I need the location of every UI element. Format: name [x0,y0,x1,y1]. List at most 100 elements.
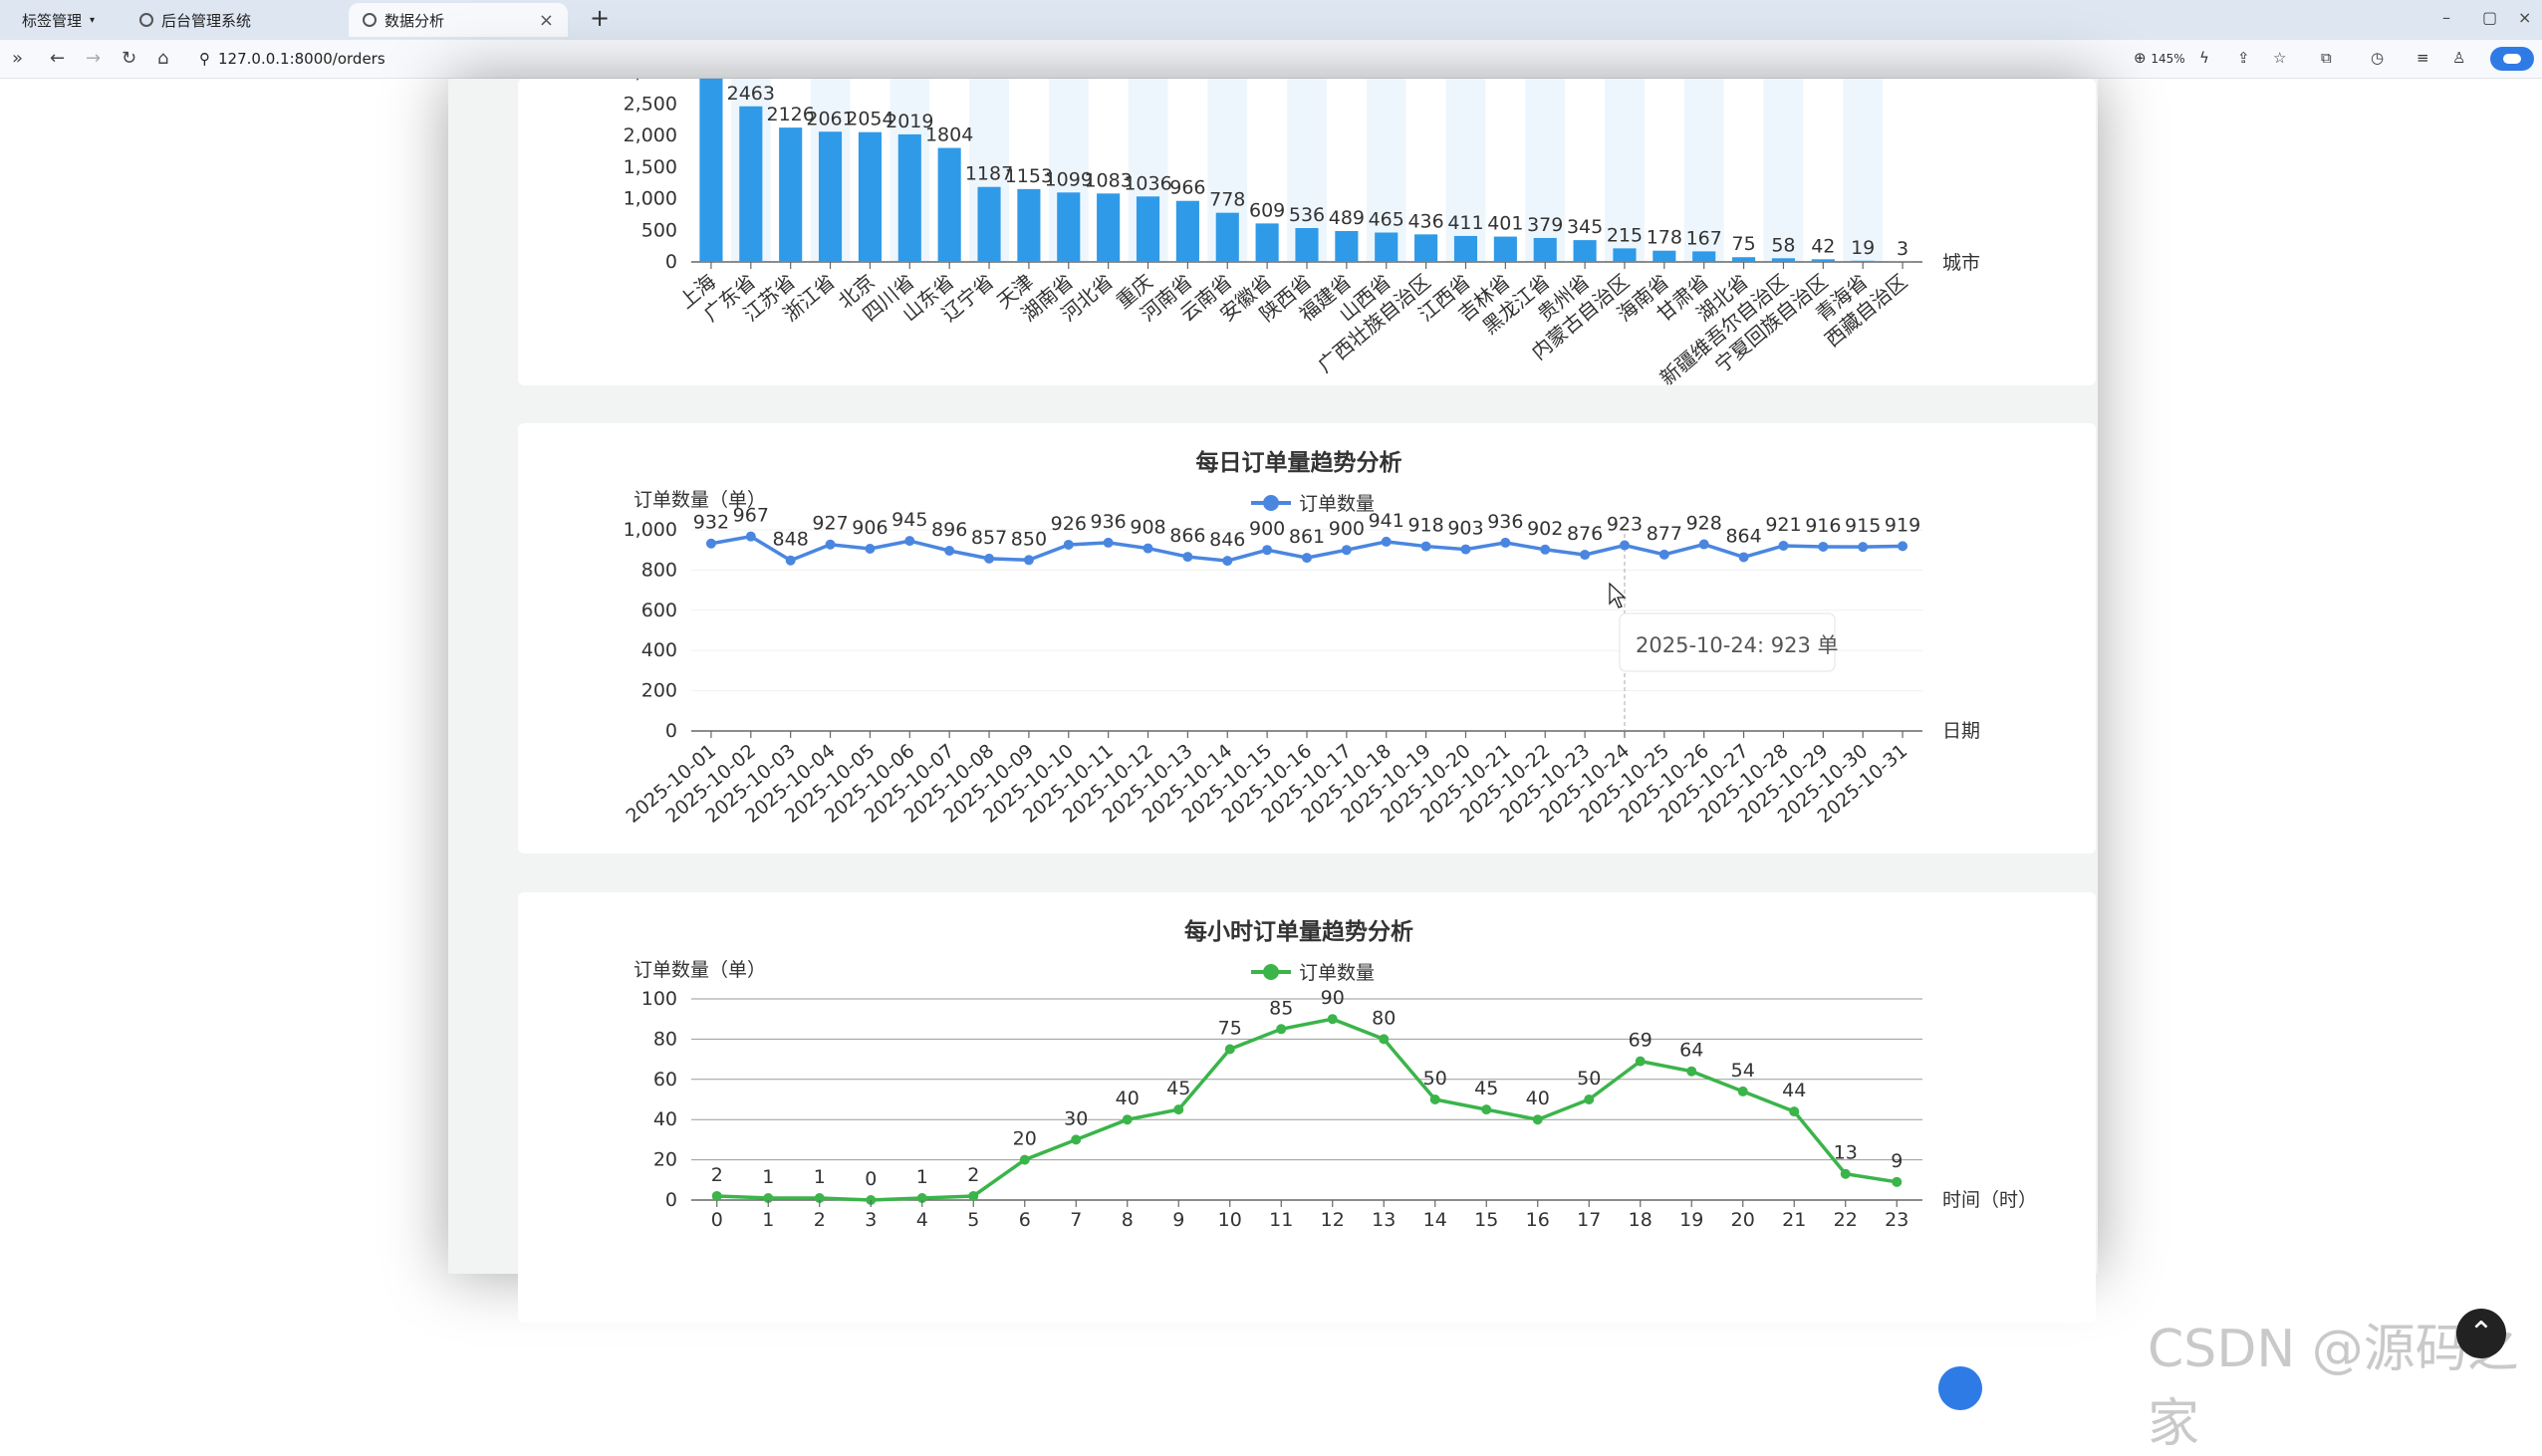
data-label: 75 [1218,1018,1242,1040]
data-label: 903 [1447,518,1483,540]
bar [779,127,802,262]
data-label: 866 [1169,525,1205,547]
bar-value-label: 379 [1527,214,1563,236]
data-point [1500,538,1510,548]
data-point [1302,553,1312,563]
data-label: 54 [1731,1060,1755,1082]
back-to-top-button[interactable]: ⌃ [2456,1309,2506,1358]
bar [1295,228,1318,262]
bar [1772,258,1795,262]
bar-band [1367,60,1406,262]
data-point [1659,550,1669,560]
bar-band [1764,60,1804,262]
data-label: 928 [1686,513,1722,535]
bar [1692,251,1715,262]
x-tick-label: 7 [1070,1209,1082,1231]
data-label: 64 [1679,1040,1703,1062]
data-label: 45 [1474,1078,1498,1099]
data-label: 50 [1423,1068,1447,1090]
data-point [826,540,836,550]
bar [1454,236,1477,262]
data-label: 919 [1885,514,1920,536]
data-point [1789,1106,1799,1116]
data-point [904,536,914,546]
bar-value-label: 465 [1369,209,1404,231]
bar [1375,233,1398,262]
x-tick-label: 18 [1629,1209,1652,1231]
y-tick-label: 400 [641,639,677,661]
data-label: 896 [931,519,967,541]
data-point [1636,1057,1646,1067]
bar [1613,248,1636,262]
bar [1216,213,1239,262]
data-point [1430,1094,1440,1104]
data-point [1342,545,1352,555]
data-point [1540,545,1550,555]
bar [1852,261,1875,262]
y-tick-label: 3,000 [624,62,677,84]
x-tick-label: 9 [1172,1209,1184,1231]
x-axis-label: 城市 [1942,252,1980,274]
data-point [1421,542,1431,552]
y-tick-label: 0 [665,251,677,273]
y-tick-label: 1,000 [624,519,677,541]
legend-marker [1263,495,1279,511]
data-label: 945 [891,509,927,531]
data-point [1858,542,1868,552]
floating-action-button[interactable] [1938,1366,1982,1410]
y-tick-label: 100 [641,988,677,1010]
data-label: 44 [1782,1080,1806,1101]
bar [1574,240,1597,262]
data-point [1104,538,1114,548]
y-tick-label: 600 [641,600,677,621]
x-tick-label: 19 [1679,1209,1703,1231]
y-tick-label: 40 [653,1108,677,1130]
data-label: 0 [865,1168,877,1190]
legend-marker [1263,964,1279,980]
data-point [706,539,716,549]
data-label: 936 [1487,511,1523,533]
data-label: 918 [1407,515,1443,537]
data-label: 1 [814,1166,826,1188]
data-label: 9 [1891,1150,1903,1172]
chart-title: 每日订单量趋势分析 [1196,449,1402,476]
x-tick-label: 0 [711,1209,723,1231]
bar [1414,234,1437,262]
y-tick-label: 0 [665,720,677,742]
data-label: 857 [971,527,1007,549]
data-point [1778,541,1788,551]
bar [859,132,882,262]
bar [1534,238,1557,262]
data-point [1123,1114,1133,1124]
data-label: 915 [1845,515,1881,537]
data-point [1173,1104,1183,1114]
y-tick-label: 800 [641,559,677,581]
x-tick-label: 11 [1269,1209,1293,1231]
bar [699,53,722,262]
data-label: 936 [1091,511,1127,533]
data-label: 926 [1051,513,1087,535]
data-label: 1 [762,1166,774,1188]
data-point [746,532,756,542]
bar-value-label: 167 [1686,227,1722,249]
data-point [712,1191,722,1201]
bar [1097,193,1120,262]
data-point [1584,1094,1594,1104]
data-label: 45 [1166,1078,1190,1099]
bar-value-label: 536 [1289,204,1325,226]
bar [819,131,842,262]
data-label: 908 [1130,517,1165,539]
data-point [1064,540,1074,550]
data-point [1818,542,1828,552]
bar-value-label: 75 [1731,233,1755,255]
x-tick-label: 17 [1577,1209,1601,1231]
data-label: 20 [1013,1128,1037,1150]
data-point [1222,556,1232,566]
data-label: 69 [1629,1030,1652,1052]
chevron-up-icon: ⌃ [2468,1316,2493,1350]
x-tick-label: 13 [1372,1209,1396,1231]
cursor-icon [1610,584,1625,607]
data-point [984,554,994,564]
x-tick-label: 4 [916,1209,928,1231]
